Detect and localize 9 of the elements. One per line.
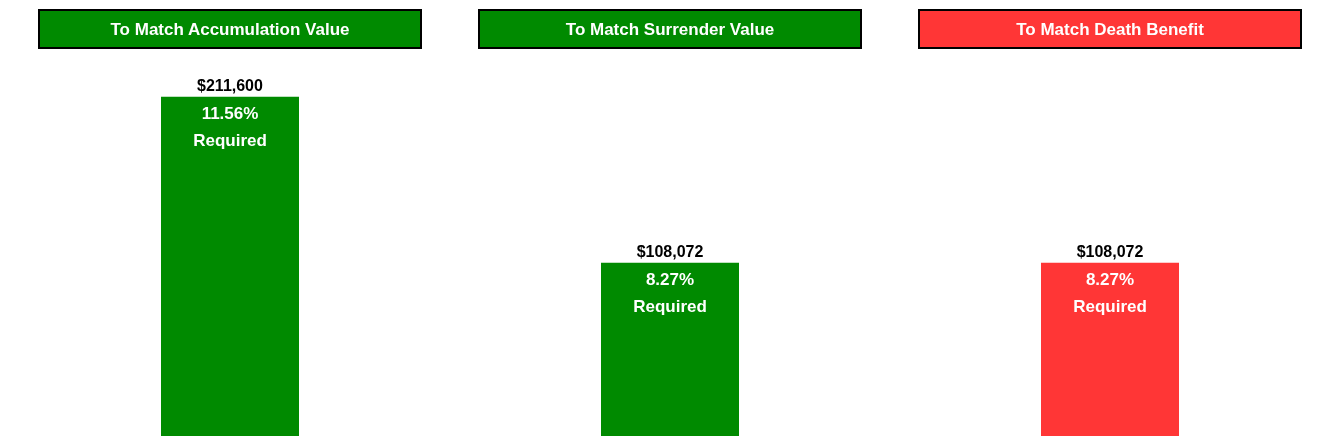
x-tick-label: To Match Accumulation Value: [110, 20, 350, 39]
annotation: 8.27% Required: [1073, 269, 1147, 316]
annotation: 8.27% Required: [633, 269, 707, 316]
x-tick-label: To Match Death Benefit: [1016, 20, 1205, 39]
annotation: 11.56% Required: [193, 103, 267, 150]
data-label: $108,072: [636, 242, 704, 260]
x-tick-label: To Match Surrender Value: [565, 20, 775, 39]
data-label: $108,072: [1076, 242, 1144, 260]
data-label: $211,600: [197, 76, 264, 94]
